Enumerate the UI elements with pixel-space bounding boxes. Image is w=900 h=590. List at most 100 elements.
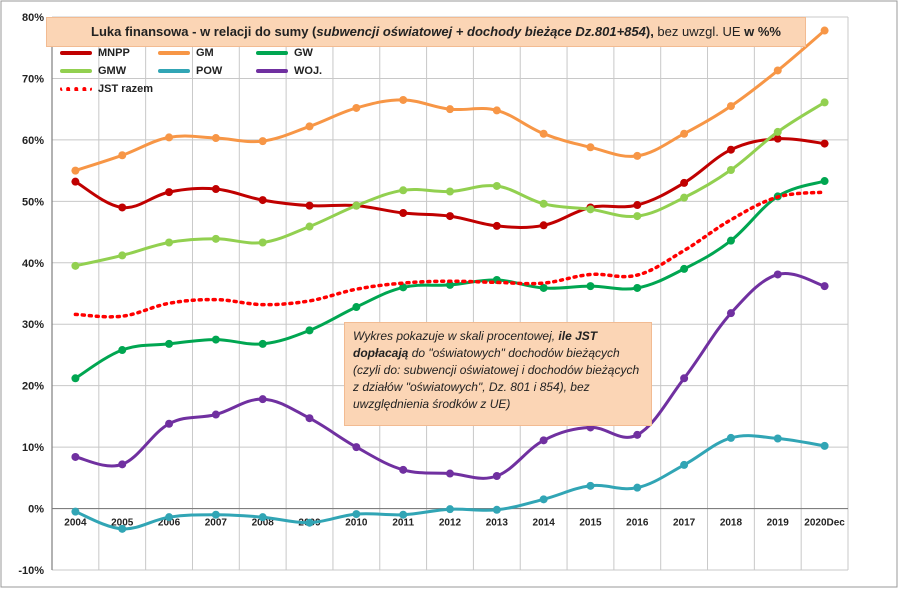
data-point-gmw — [165, 238, 174, 247]
legend-item-gmw: GMW — [60, 65, 126, 77]
x-tick-label: 2005 — [111, 518, 134, 529]
data-point-gmw — [352, 201, 361, 210]
data-point-pow — [352, 510, 361, 519]
data-point-gw — [118, 346, 127, 355]
data-point-gm — [305, 122, 314, 131]
data-point-woj — [118, 460, 127, 469]
data-point-gw — [820, 177, 829, 186]
y-tick-label: 70% — [22, 73, 44, 85]
data-point-pow — [399, 510, 408, 519]
data-point-gmw — [726, 165, 735, 174]
y-tick-label: 80% — [22, 12, 44, 24]
x-tick-label: 2007 — [205, 518, 228, 529]
data-point-pow — [71, 507, 80, 516]
data-point-woj — [773, 270, 782, 279]
data-point-woj — [165, 419, 174, 428]
data-point-gm — [165, 133, 174, 142]
legend-item-mnpp: MNPP — [60, 47, 130, 59]
legend-label: MNPP — [98, 47, 130, 59]
data-point-gm — [633, 151, 642, 160]
legend-item-woj: WOJ. — [256, 65, 322, 77]
y-tick-label: -10% — [18, 565, 44, 577]
legend-item-gm: GM — [158, 47, 214, 59]
data-point-woj — [211, 410, 220, 419]
title-segment: subwencji oświatowej + dochody bieżące D… — [316, 24, 646, 39]
data-point-mnpp — [820, 139, 829, 148]
annotation-segment: do "oświatowych" dochodów bieżących (czy… — [353, 346, 640, 411]
data-point-gm — [773, 66, 782, 75]
data-point-mnpp — [305, 201, 314, 210]
legend-swatch — [158, 69, 190, 73]
y-tick-label: 0% — [28, 504, 44, 516]
data-point-woj — [539, 436, 548, 445]
data-point-pow — [680, 460, 689, 469]
y-tick-label: 30% — [22, 319, 44, 331]
data-point-mnpp — [492, 221, 501, 230]
x-tick-label: 2014 — [533, 518, 556, 529]
data-point-pow — [165, 513, 174, 522]
data-point-gm — [492, 106, 501, 115]
data-point-pow — [773, 434, 782, 443]
title-segment: w %% — [744, 24, 781, 39]
chart-title: Luka finansowa - w relacji do sumy (subw… — [46, 17, 806, 47]
data-point-gmw — [773, 127, 782, 136]
data-point-gmw — [399, 186, 408, 195]
data-point-woj — [258, 395, 267, 404]
data-point-gw — [352, 303, 361, 312]
data-point-gm — [726, 102, 735, 111]
data-point-gm — [352, 103, 361, 112]
data-point-gmw — [71, 261, 80, 270]
data-point-gm — [399, 95, 408, 104]
y-tick-label: 50% — [22, 196, 44, 208]
x-tick-label: 2016 — [626, 518, 649, 529]
data-point-gw — [211, 335, 220, 344]
data-point-woj — [633, 430, 642, 439]
legend-swatch — [60, 69, 92, 73]
data-point-gmw — [211, 234, 220, 243]
data-point-woj — [820, 282, 829, 291]
data-point-mnpp — [165, 188, 174, 197]
x-tick-label: 2011 — [392, 518, 414, 529]
data-point-mnpp — [399, 209, 408, 218]
x-tick-label: 2013 — [486, 518, 509, 529]
legend-label: WOJ. — [294, 65, 323, 77]
x-tick-label: 2015 — [579, 518, 602, 529]
title-segment: ), — [645, 24, 658, 39]
data-point-gm — [211, 134, 220, 143]
y-tick-label: 40% — [22, 258, 44, 270]
legend-label: JST razem — [98, 83, 154, 95]
data-point-gw — [305, 326, 314, 335]
data-point-gw — [165, 339, 174, 348]
data-point-mnpp — [773, 134, 782, 143]
data-point-mnpp — [211, 185, 220, 194]
data-point-gw — [680, 264, 689, 273]
data-point-pow — [820, 441, 829, 450]
chart-annotation: Wykres pokazuje w skali procentowej, ile… — [344, 322, 652, 426]
x-tick-label: 2006 — [158, 518, 181, 529]
data-point-gm — [820, 26, 829, 35]
x-tick-label: 2019 — [767, 518, 790, 529]
data-point-gm — [680, 129, 689, 138]
legend-swatch — [60, 87, 92, 91]
title-segment: bez uwzgl. UE — [657, 24, 745, 39]
x-tick-label: 2008 — [252, 518, 275, 529]
data-point-gw — [446, 280, 454, 289]
annotation-segment: ile JST dopłacają — [353, 329, 598, 360]
legend-item-pow: POW — [158, 65, 222, 77]
data-point-gm — [71, 166, 80, 175]
annotation-segment: Wykres pokazuje w skali procentowej, — [353, 329, 559, 343]
data-point-gw — [258, 339, 267, 348]
data-point-gw — [71, 374, 80, 383]
data-point-gw — [399, 283, 408, 292]
data-point-mnpp — [71, 177, 80, 186]
data-point-gw — [726, 236, 735, 245]
data-point-gmw — [633, 212, 642, 221]
legend-label: GMW — [98, 65, 127, 77]
data-point-gm — [539, 129, 548, 138]
data-point-gw — [539, 283, 548, 292]
data-point-woj — [305, 414, 314, 423]
data-point-woj — [399, 465, 408, 474]
y-tick-label: 10% — [22, 442, 44, 454]
x-tick-label: 2018 — [720, 518, 743, 529]
